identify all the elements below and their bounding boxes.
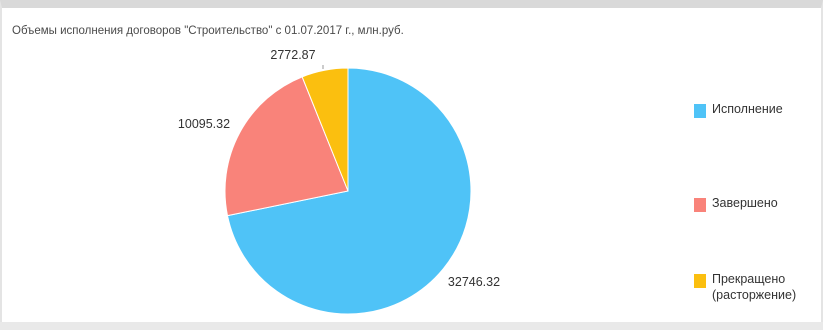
slice-terminated[interactable] [301,67,349,192]
legend-label-terminated: Прекращено (расторжение) [712,272,797,302]
legend-item-terminated[interactable]: Прекращено (расторжение) [694,271,823,303]
value-label-execution: 32746.32 [448,275,500,289]
legend-label-completed: Завершено [712,196,778,210]
pie-value-labels: 32746.32 10095.32 2772.87 [178,48,500,289]
legend-swatch-execution [694,104,706,118]
value-label-terminated: 2772.87 [270,48,315,62]
slice-completed[interactable] [224,76,349,217]
chart-title: Объемы исполнения договоров "Строительст… [12,25,404,37]
legend-swatch-terminated [694,274,706,288]
value-label-completed: 10095.32 [178,117,230,131]
slice-execution[interactable] [226,67,472,315]
pie-chart: 32746.32 10095.32 2772.87 [178,48,500,315]
pie-slices [224,67,472,315]
legend-swatch-completed [694,198,706,212]
legend-label-execution: Исполнение [712,102,783,116]
chart-panel: Объемы исполнения договоров "Строительст… [0,0,823,322]
legend-item-execution[interactable]: Исполнение [694,101,783,118]
legend-item-completed[interactable]: Завершено [694,195,778,212]
